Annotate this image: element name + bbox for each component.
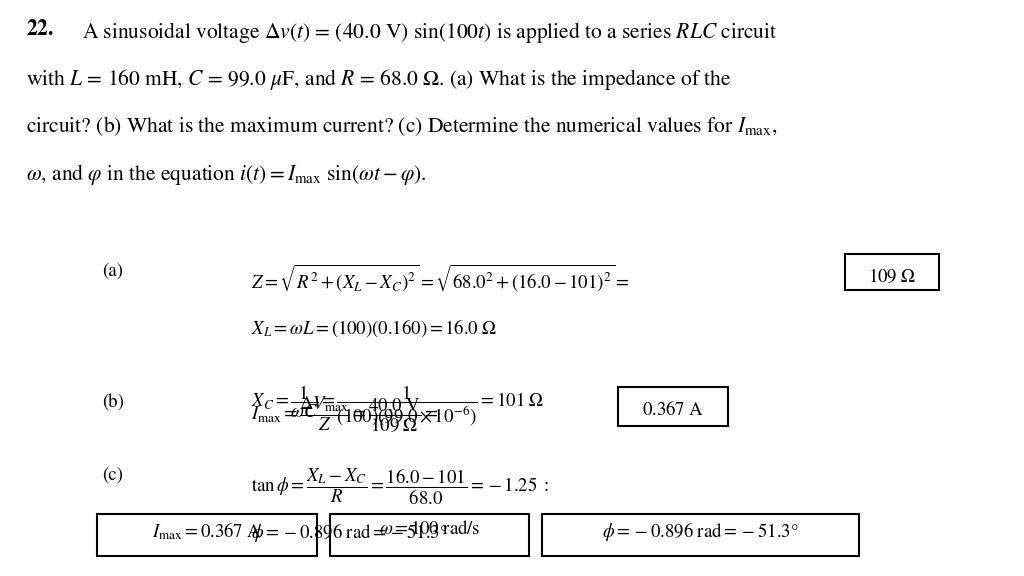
- Text: $I_{\mathrm{max}} = \dfrac{\Delta V_{\mathrm{max}}}{Z} = \dfrac{40.0\ \mathrm{V}: $I_{\mathrm{max}} = \dfrac{\Delta V_{\ma…: [251, 395, 438, 435]
- Text: $Z = \sqrt{R^2 + (X_L - X_C)^2} = \sqrt{68.0^2 + (16.0 - 101)^2} =$: $Z = \sqrt{R^2 + (X_L - X_C)^2} = \sqrt{…: [251, 262, 630, 294]
- Text: (c): (c): [102, 467, 124, 484]
- Text: $\omega$, and $\varphi$ in the equation $i(t) = I_{\mathrm{max}}$ sin($\omega t : $\omega$, and $\varphi$ in the equation …: [26, 162, 426, 187]
- Text: with $L$ = 160 mH, $C$ = 99.0 $\mu$F, and $R$ = 68.0 $\Omega$. (a) What is the i: with $L$ = 160 mH, $C$ = 99.0 $\mu$F, an…: [26, 67, 731, 92]
- Text: $X_L = \omega L = (100)(0.160) = 16.0\ \Omega$: $X_L = \omega L = (100)(0.160) = 16.0\ \…: [251, 317, 497, 339]
- Text: A sinusoidal voltage $\Delta v(t)$ = (40.0 V) sin(100$t$) is applied to a series: A sinusoidal voltage $\Delta v(t)$ = (40…: [82, 20, 777, 45]
- Bar: [618, 387, 728, 426]
- Text: $109\ \Omega$: $109\ \Omega$: [868, 267, 915, 286]
- Text: $I_{\mathrm{max}} = 0.367\ \mathrm{A}$: $I_{\mathrm{max}} = 0.367\ \mathrm{A}$: [153, 520, 262, 542]
- Bar: [97, 514, 317, 556]
- Text: $\mathbf{22.}$: $\mathbf{22.}$: [26, 20, 53, 40]
- Text: (b): (b): [102, 395, 124, 412]
- Text: $\phi = -0.896\ \mathrm{rad} = -51.3°$: $\phi = -0.896\ \mathrm{rad} = -51.3°$: [251, 521, 447, 544]
- Bar: [330, 514, 529, 556]
- Text: $0.367\ \mathrm{A}$: $0.367\ \mathrm{A}$: [642, 400, 705, 419]
- Bar: [542, 514, 859, 556]
- Text: $X_C = \dfrac{1}{\omega C} = \dfrac{1}{(100)(99.0 \times 10^{-6})} = 101\ \Omega: $X_C = \dfrac{1}{\omega C} = \dfrac{1}{(…: [251, 383, 544, 427]
- Text: (a): (a): [102, 262, 124, 279]
- Bar: [845, 254, 939, 290]
- Text: $\omega = 100\ \mathrm{rad/s}$: $\omega = 100\ \mathrm{rad/s}$: [379, 520, 480, 538]
- Text: circuit? (b) What is the maximum current? (c) Determine the numerical values for: circuit? (b) What is the maximum current…: [26, 115, 777, 138]
- Text: $\phi = -0.896\ \mathrm{rad} = -51.3°$: $\phi = -0.896\ \mathrm{rad} = -51.3°$: [602, 520, 799, 543]
- Text: $\tan\phi = \dfrac{X_L - X_C}{R} = \dfrac{16.0 - 101}{68.0} = -1.25\ :$: $\tan\phi = \dfrac{X_L - X_C}{R} = \dfra…: [251, 467, 550, 507]
